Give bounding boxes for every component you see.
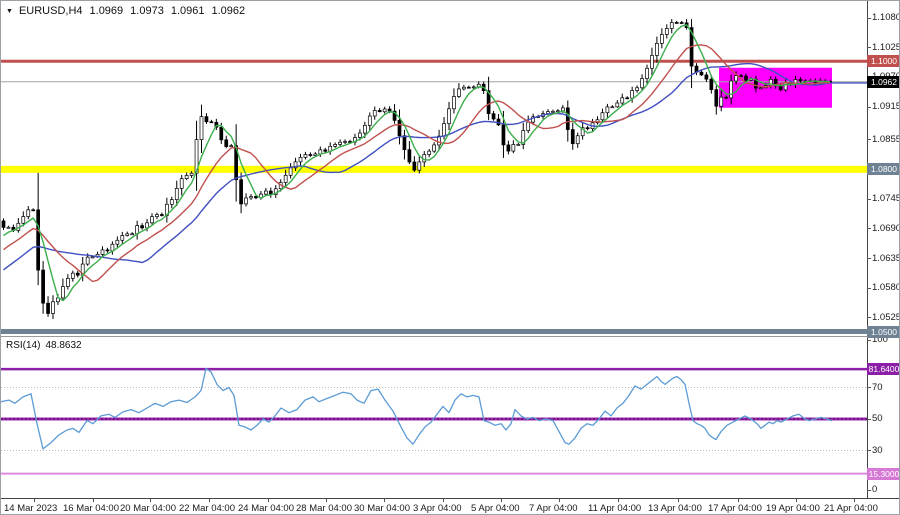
quote-close: 1.0962 bbox=[211, 5, 246, 17]
rsi-line bbox=[1, 367, 833, 450]
main-pane[interactable] bbox=[1, 19, 867, 335]
ma-medium-red bbox=[3, 44, 831, 283]
rsi-pane[interactable] bbox=[1, 367, 867, 475]
quote-open: 1.0969 bbox=[89, 5, 124, 17]
support-zone-line bbox=[1, 165, 867, 173]
rsi-indicator-label: RSI(14) 48.8632 bbox=[6, 340, 82, 351]
symbol-collapse-icon[interactable]: ▼ bbox=[6, 8, 13, 15]
ma-fast-green bbox=[3, 24, 831, 302]
symbol-timeframe-label: EURUSD,H4 bbox=[18, 5, 83, 17]
rsi-value: 48.8632 bbox=[45, 340, 82, 351]
chart-title: ▼ EURUSD,H4 1.0969 1.0973 1.0961 1.0962 bbox=[6, 5, 245, 17]
ma-slow-blue bbox=[3, 63, 867, 271]
quote-high: 1.0973 bbox=[130, 5, 164, 17]
quote-low: 1.0961 bbox=[170, 5, 205, 17]
rsi-name: RSI(14) bbox=[6, 340, 41, 351]
candles bbox=[1, 19, 833, 320]
